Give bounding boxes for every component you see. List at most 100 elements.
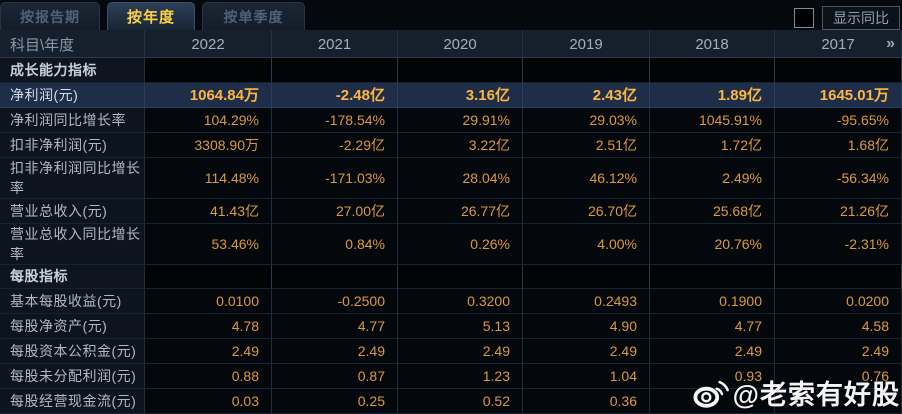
cell-value: 1.72亿	[650, 132, 775, 158]
row-label: 扣非净利润同比增长率	[0, 157, 145, 199]
table-row[interactable]: 营业总收入同比增长率 53.46% 0.84% 0.26% 4.00% 20.76% -2.…	[0, 223, 902, 265]
tab-by-quarter[interactable]: 按单季度	[202, 2, 305, 30]
row-label: 每股未分配利润(元)	[0, 364, 145, 390]
row-label: 净利润(元)	[0, 82, 145, 108]
cell-value: 20.76%	[650, 223, 775, 265]
cell-value: 0.3200	[398, 289, 523, 315]
cell-value: 3308.90万	[145, 132, 272, 158]
cell-value: 46.12%	[523, 157, 650, 199]
table-row[interactable]: 营业总收入(元) 41.43亿 27.00亿 26.77亿 26.70亿 25.68亿 21…	[0, 198, 902, 224]
corner-header: 科目\年度	[0, 30, 145, 58]
row-label: 营业总收入同比增长率	[0, 223, 145, 265]
table-row[interactable]: 扣非净利润同比增长率 114.48% -171.03% 28.04% 46.12% 2.4…	[0, 157, 902, 199]
table-row[interactable]: 净利润同比增长率 104.29% -178.54% 29.91% 29.03% 1045.…	[0, 107, 902, 133]
year-header-2018: 2018	[650, 30, 775, 58]
cell-value: 29.91%	[398, 107, 523, 133]
section-row[interactable]: 每股指标	[0, 264, 902, 290]
cell-value: 1045.91%	[650, 107, 775, 133]
cell-value: 3.22亿	[398, 132, 523, 158]
cell-value	[650, 389, 775, 414]
show-yoy-button[interactable]: 显示同比	[822, 6, 900, 30]
cell-value: 2.49	[650, 339, 775, 365]
year-header-2021: 2021	[272, 30, 398, 58]
section-row[interactable]: 成长能力指标	[0, 58, 902, 83]
cell-value: 1.04	[523, 364, 650, 390]
tab-by-report-period[interactable]: 按报告期	[0, 2, 100, 30]
cell-value: 4.78	[145, 314, 272, 340]
cell-value: 4.00%	[523, 223, 650, 265]
cell-value: 28.04%	[398, 157, 523, 199]
cell-value: -178.54%	[272, 107, 398, 133]
cell-value: -95.65%	[775, 107, 902, 133]
row-label: 基本每股收益(元)	[0, 289, 145, 315]
cell-value: 27.00亿	[272, 198, 398, 224]
cell-value: 0.1900	[650, 289, 775, 315]
table-row[interactable]: 每股经营现金流(元) 0.03 0.25 0.52 0.36	[0, 389, 902, 414]
cell-value: 5.13	[398, 314, 523, 340]
cell-value: 0.0100	[145, 289, 272, 315]
cell-value: 0.03	[145, 389, 272, 414]
cell-value: 25.68亿	[650, 198, 775, 224]
table-row[interactable]: 每股资本公积金(元) 2.49 2.49 2.49 2.49 2.49 2.49	[0, 339, 902, 365]
row-label: 营业总收入(元)	[0, 198, 145, 224]
cell-value: -2.31%	[775, 223, 902, 265]
cell-value: 2.49	[523, 339, 650, 365]
row-label: 每股净资产(元)	[0, 314, 145, 340]
cell-value: -171.03%	[272, 157, 398, 199]
cell-value: 0.2493	[523, 289, 650, 315]
cell-value: 0.0200	[775, 289, 902, 315]
table-row[interactable]: 每股未分配利润(元) 0.88 0.87 1.23 1.04 0.93 0.76	[0, 364, 902, 390]
cell-value: 0.36	[523, 389, 650, 414]
table-row[interactable]: 扣非净利润(元) 3308.90万 -2.29亿 3.22亿 2.51亿 1.72亿 1.6…	[0, 132, 902, 158]
cell-value: 0.76	[775, 364, 902, 390]
cell-value: 0.25	[272, 389, 398, 414]
cell-value: 0.88	[145, 364, 272, 390]
cell-value: 53.46%	[145, 223, 272, 265]
cell-value: 2.51亿	[523, 132, 650, 158]
cell-value: 0.52	[398, 389, 523, 414]
table-header-row: 科目\年度 2022 2021 2020 2019 2018 2017 »	[0, 30, 902, 58]
row-label: 成长能力指标	[0, 58, 145, 83]
cell-value: 21.26亿	[775, 198, 902, 224]
row-label: 净利润同比增长率	[0, 107, 145, 133]
period-tabbar: 按报告期 按年度 按单季度 显示同比	[0, 0, 902, 30]
table-rows: 成长能力指标 净利润(元) 1064.84万 -2.48亿 3.16亿 2.43亿 1.89…	[0, 58, 902, 414]
cell-value: 104.29%	[145, 107, 272, 133]
cell-value: 1645.01万	[775, 82, 902, 108]
cell-value	[145, 58, 272, 83]
cell-value: 114.48%	[145, 157, 272, 199]
cell-value	[523, 58, 650, 83]
table-row[interactable]: 净利润(元) 1064.84万 -2.48亿 3.16亿 2.43亿 1.89亿 1645.…	[0, 82, 902, 108]
cell-value	[775, 264, 902, 290]
cell-value: 0.84%	[272, 223, 398, 265]
cell-value: 0.26%	[398, 223, 523, 265]
show-yoy-checkbox[interactable]	[794, 8, 814, 28]
cell-value: 2.49	[398, 339, 523, 365]
cell-value	[272, 58, 398, 83]
cell-value: -56.34%	[775, 157, 902, 199]
cell-value: 1.23	[398, 364, 523, 390]
cell-value: 4.77	[650, 314, 775, 340]
yoy-controls: 显示同比	[794, 6, 902, 30]
year-header-2017: 2017 »	[775, 30, 902, 58]
table-row[interactable]: 基本每股收益(元) 0.0100 -0.2500 0.3200 0.2493 0.1900…	[0, 289, 902, 315]
table-row[interactable]: 每股净资产(元) 4.78 4.77 5.13 4.90 4.77 4.58	[0, 314, 902, 340]
cell-value	[775, 389, 902, 414]
cell-value	[650, 58, 775, 83]
cell-value: 29.03%	[523, 107, 650, 133]
more-years-chevron-icon[interactable]: »	[886, 35, 895, 52]
cell-value	[650, 264, 775, 290]
row-label: 每股经营现金流(元)	[0, 389, 145, 414]
row-label: 每股资本公积金(元)	[0, 339, 145, 365]
cell-value	[398, 264, 523, 290]
tab-by-year[interactable]: 按年度	[107, 2, 195, 30]
cell-value: 1064.84万	[145, 82, 272, 108]
cell-value	[523, 264, 650, 290]
cell-value: -2.29亿	[272, 132, 398, 158]
cell-value: 3.16亿	[398, 82, 523, 108]
cell-value: 1.89亿	[650, 82, 775, 108]
cell-value	[272, 264, 398, 290]
cell-value: 26.70亿	[523, 198, 650, 224]
row-label: 扣非净利润(元)	[0, 132, 145, 158]
